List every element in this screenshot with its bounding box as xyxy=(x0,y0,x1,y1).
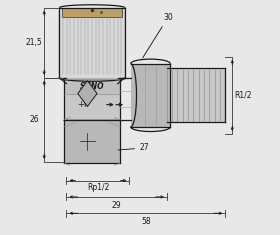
Text: R1/2: R1/2 xyxy=(235,91,252,100)
Bar xyxy=(64,78,120,120)
Bar xyxy=(62,8,122,17)
Text: 30: 30 xyxy=(143,12,173,58)
Bar xyxy=(64,79,120,94)
Text: 29: 29 xyxy=(112,201,122,210)
Text: 26: 26 xyxy=(29,115,39,124)
Bar xyxy=(59,8,125,78)
Text: 21,5: 21,5 xyxy=(25,38,42,47)
Bar xyxy=(131,64,170,127)
Text: SUNO: SUNO xyxy=(80,82,104,91)
Text: 58: 58 xyxy=(141,217,151,226)
Bar xyxy=(167,68,225,122)
Text: +II: +II xyxy=(77,100,89,109)
Polygon shape xyxy=(78,81,97,106)
Bar xyxy=(64,120,120,163)
Text: 27: 27 xyxy=(118,143,150,152)
Text: Rp1/2: Rp1/2 xyxy=(87,183,109,192)
